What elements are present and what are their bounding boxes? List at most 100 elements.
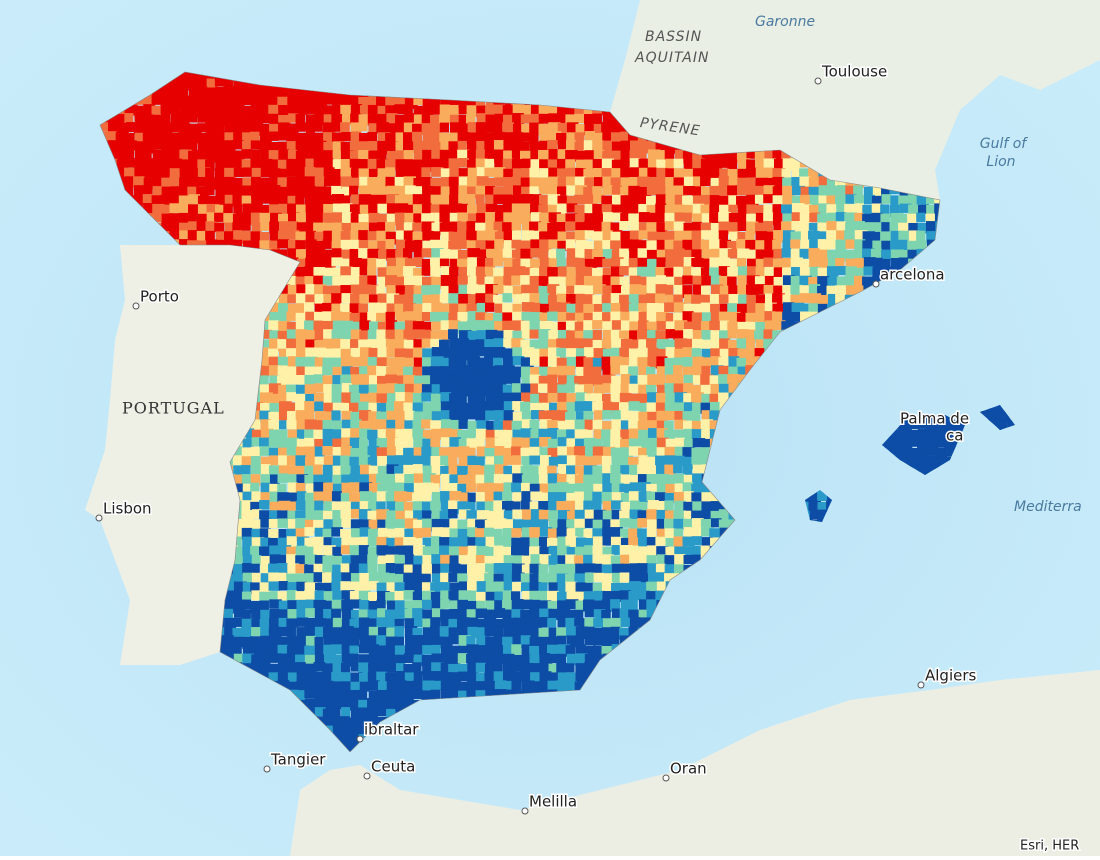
municipality-cell [646,491,660,501]
municipality-cell [332,267,345,278]
municipality-cell [304,374,317,385]
municipality-cell [664,429,675,443]
municipality-cell [467,455,477,466]
municipality-cell [611,194,625,206]
municipality-cell [250,212,262,226]
municipality-cell [493,276,505,286]
municipality-cell [755,311,766,323]
municipality-cell [808,167,820,180]
municipality-cell [682,311,694,324]
municipality-cell [637,464,649,476]
municipality-cell [277,365,288,377]
municipality-cell [449,365,462,376]
municipality-cell [457,429,468,443]
municipality-cell [403,159,414,172]
municipality-cell [458,446,470,457]
municipality-cell [421,266,432,276]
municipality-cell [583,330,595,340]
municipality-cell [583,159,593,172]
municipality-cell [683,428,695,442]
municipality-cell [493,402,506,412]
municipality-cell [664,366,675,380]
municipality-cell [349,492,362,503]
municipality-cell [206,177,218,188]
municipality-cell [583,366,595,379]
municipality-cell [529,221,542,233]
municipality-cell [520,275,532,288]
municipality-cell [548,402,559,414]
municipality-cell [602,140,614,152]
municipality-cell [430,330,443,342]
municipality-cell [592,113,602,126]
municipality-cell [457,483,470,494]
municipality-cell [647,411,658,423]
municipality-cell [449,474,459,486]
municipality-cell [647,158,659,169]
municipality-cell [773,222,784,235]
municipality-cell [610,347,624,358]
municipality-cell [557,149,569,161]
municipality-cell [323,167,335,180]
municipality-cell [539,159,550,172]
municipality-cell [485,194,498,206]
municipality-cell [646,384,656,397]
municipality-cell [376,437,390,450]
municipality-cell [737,284,748,295]
municipality-cell [313,122,323,132]
municipality-cell [430,294,442,305]
municipality-cell [502,429,514,440]
municipality-cell [899,455,912,466]
municipality-cell [682,447,695,459]
municipality-cell [529,446,540,460]
municipality-cell [458,114,472,127]
municipality-cell [727,276,737,287]
municipality-cell [160,158,171,171]
municipality-cell [466,204,479,215]
municipality-cell [322,158,334,168]
municipality-cell [350,213,361,223]
municipality-cell [367,365,379,377]
municipality-cell [503,150,513,162]
municipality-cell [323,294,334,304]
municipality-cell [656,159,669,172]
municipality-cell [646,240,659,252]
municipality-cell [440,140,451,152]
municipality-cell [620,302,631,315]
municipality-cell [818,176,828,186]
municipality-cell [241,212,254,224]
municipality-cell [566,132,580,144]
municipality-cell [547,294,561,305]
municipality-cell [530,113,543,125]
municipality-cell [296,284,310,296]
municipality-cell [269,231,280,243]
municipality-cell [250,446,261,457]
municipality-cell [322,437,333,449]
municipality-cell [656,410,668,423]
municipality-cell [556,132,569,145]
municipality-cell [457,465,468,477]
municipality-cell [395,419,406,433]
municipality-cell [826,230,840,240]
municipality-cell [331,230,344,242]
municipality-cell [880,266,893,279]
municipality-cell [269,240,280,254]
land-france [610,0,1100,200]
municipality-cell [458,104,469,115]
municipality-cell [727,240,740,253]
municipality-cell [611,159,624,170]
municipality-cell [314,231,327,242]
municipality-cell [521,491,532,502]
municipality-cell [737,203,750,215]
municipality-cell [367,248,380,259]
municipality-cell [412,167,424,181]
municipality-cell [610,293,622,306]
municipality-cell [485,248,498,261]
municipality-cell [323,222,334,233]
municipality-cell [359,446,371,459]
municipality-cell [448,312,458,323]
municipality-cell [566,285,579,296]
municipality-cell [772,168,786,179]
municipality-cell [169,78,182,91]
municipality-cell [565,140,577,151]
municipality-cell [484,383,496,394]
